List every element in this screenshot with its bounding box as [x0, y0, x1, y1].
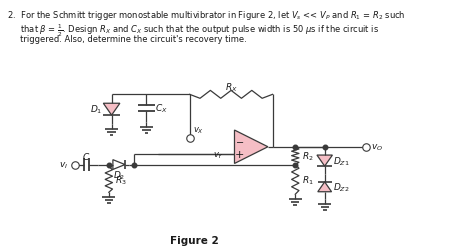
Polygon shape — [317, 156, 332, 166]
Text: $C_X$: $C_X$ — [155, 102, 167, 115]
Text: that $\beta$ = $\frac{1}{2}$. Design $R_X$ and $C_X$ such that the output pulse : that $\beta$ = $\frac{1}{2}$. Design $R_… — [7, 22, 379, 38]
Text: Figure 2: Figure 2 — [170, 235, 219, 245]
Polygon shape — [103, 104, 120, 116]
Text: $-$: $-$ — [235, 135, 244, 145]
Text: $+$: $+$ — [234, 149, 244, 160]
Text: $D_{Z2}$: $D_{Z2}$ — [333, 181, 350, 193]
Text: triggered. Also, determine the circuit's recovery time.: triggered. Also, determine the circuit's… — [7, 35, 246, 44]
Text: $D_{Z1}$: $D_{Z1}$ — [333, 155, 350, 167]
Text: $C$: $C$ — [82, 150, 91, 162]
Polygon shape — [318, 182, 331, 192]
Text: $R_2$: $R_2$ — [302, 150, 313, 162]
Text: $R_3$: $R_3$ — [115, 174, 127, 186]
Text: $v_Y$: $v_Y$ — [212, 150, 223, 160]
Text: $v_I$: $v_I$ — [59, 160, 68, 170]
Text: $D_2$: $D_2$ — [113, 168, 125, 181]
Text: $v_O$: $v_O$ — [371, 142, 383, 152]
Polygon shape — [113, 160, 125, 170]
Text: $v_X$: $v_X$ — [193, 126, 204, 136]
Text: $R_X$: $R_X$ — [225, 81, 237, 93]
Text: $R_1$: $R_1$ — [302, 174, 313, 186]
Text: 2.  For the Schmitt trigger monostable multivibrator in Figure 2, let $V_s$ << $: 2. For the Schmitt trigger monostable mu… — [7, 9, 405, 22]
Polygon shape — [235, 130, 268, 164]
Text: $D_1$: $D_1$ — [90, 104, 102, 116]
